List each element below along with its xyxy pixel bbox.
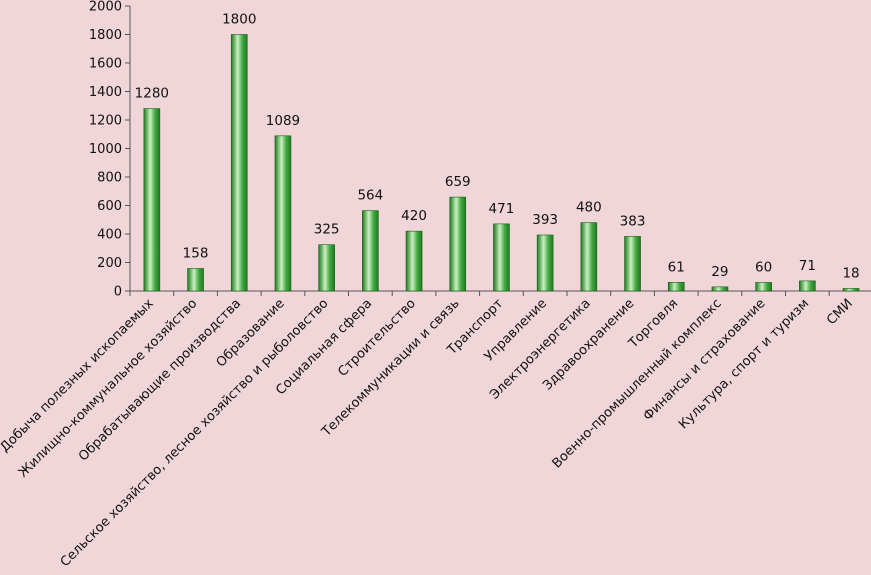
bar [274,135,292,292]
y-tick-label: 200 [97,256,122,271]
bar [667,282,685,292]
data-label: 480 [576,200,602,216]
bar [493,223,510,292]
y-tick-label: 1400 [89,85,122,100]
bar [755,282,772,292]
data-label: 18 [842,265,859,281]
data-label: 564 [357,188,383,204]
y-axis: 0 200 400 600 800 1000 1200 1400 1600 1800 2000 [89,0,131,300]
y-tick-label: 2000 [89,0,122,15]
bar [318,244,335,292]
x-axis [129,290,871,296]
data-label: 471 [489,201,515,217]
y-tick-label: 0 [114,285,122,300]
data-label: 29 [711,264,728,280]
data-label: 325 [314,222,340,238]
category-label: Обрабатывающие производства [76,296,244,464]
data-label: 158 [183,245,209,261]
category-labels: Добыча полезных ископаемыхЖилищно-коммун… [0,296,856,570]
bar [449,196,467,292]
bar [624,236,641,292]
data-label: 60 [755,259,772,275]
bar [187,268,204,292]
data-label: 393 [532,212,558,228]
data-label: 659 [445,174,471,190]
bar [842,288,860,292]
data-label: 71 [799,258,816,274]
y-tick-label: 1000 [89,142,122,157]
bar [536,234,554,292]
bar [143,108,161,292]
category-label: СМИ [824,296,856,328]
data-label: 1089 [266,113,300,129]
y-tick-label: 600 [97,199,122,214]
y-tick-label: 1200 [89,114,122,129]
y-tick-label: 800 [97,171,122,186]
data-label: 420 [401,208,427,224]
data-label: 383 [620,213,646,229]
bar [362,210,379,292]
category-label: Добыча полезных ископаемых [0,296,157,455]
data-label: 1800 [222,12,256,28]
bar [230,34,248,292]
data-label: 1280 [135,86,169,102]
data-labels: 1280 158 1800 1089 325 564 420 659 471 393 480 383 6… [135,12,860,282]
bar [580,222,598,292]
y-tick-label: 1600 [89,57,122,72]
data-label: 61 [668,259,685,275]
bar [405,230,423,292]
bar [799,280,816,292]
y-tick-label: 1800 [89,28,122,43]
bar [711,286,729,292]
category-label: Строительство [335,296,419,380]
y-tick-label: 400 [97,228,122,243]
bars [143,34,860,292]
